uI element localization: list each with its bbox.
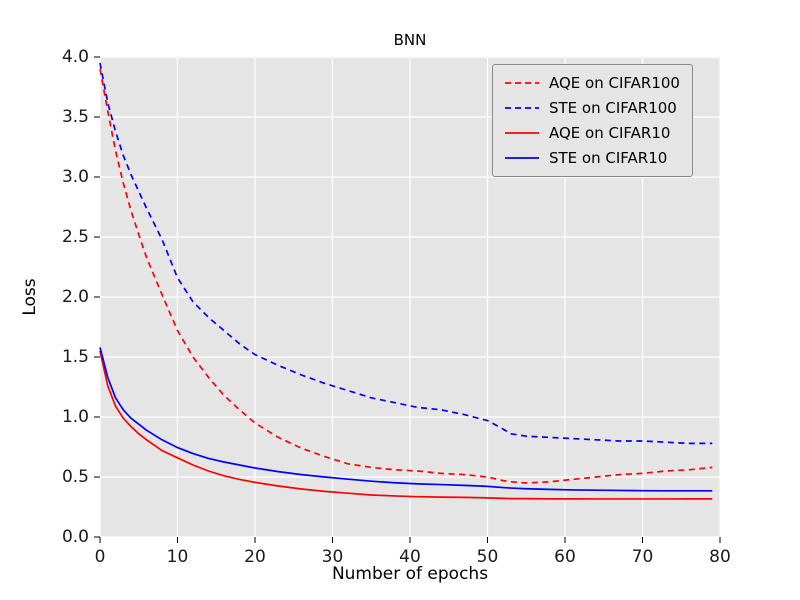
legend-item: STE on CIFAR100 (505, 99, 680, 117)
legend-item: STE on CIFAR10 (505, 149, 680, 167)
svg-text:2.0: 2.0 (62, 287, 89, 307)
svg-text:4.0: 4.0 (62, 47, 89, 67)
svg-text:0.0: 0.0 (62, 527, 89, 547)
svg-text:70: 70 (632, 547, 654, 567)
legend-item: AQE on CIFAR100 (505, 74, 680, 92)
legend-label: AQE on CIFAR100 (549, 74, 680, 92)
legend-line-sample (505, 155, 539, 161)
svg-text:2.5: 2.5 (62, 227, 89, 247)
svg-text:60: 60 (554, 547, 576, 567)
svg-text:40: 40 (399, 547, 421, 567)
legend: AQE on CIFAR100 STE on CIFAR100 AQE on C… (492, 64, 693, 177)
svg-text:10: 10 (167, 547, 189, 567)
legend-line-sample (505, 105, 539, 111)
svg-text:3.0: 3.0 (62, 167, 89, 187)
y-axis-label: Loss (20, 278, 40, 316)
svg-text:80: 80 (709, 547, 731, 567)
chart-title: BNN (393, 31, 427, 49)
legend-line-sample (505, 130, 539, 136)
svg-text:0.5: 0.5 (62, 467, 89, 487)
svg-text:20: 20 (244, 547, 266, 567)
svg-text:1.5: 1.5 (62, 347, 89, 367)
svg-text:0: 0 (95, 547, 106, 567)
svg-text:30: 30 (322, 547, 344, 567)
legend-label: AQE on CIFAR10 (549, 124, 671, 142)
svg-text:50: 50 (477, 547, 499, 567)
x-axis-label: Number of epochs (331, 564, 489, 584)
legend-line-sample (505, 80, 539, 86)
legend-label: STE on CIFAR100 (549, 99, 677, 117)
svg-text:3.5: 3.5 (62, 107, 89, 127)
svg-text:1.0: 1.0 (62, 407, 89, 427)
legend-item: AQE on CIFAR10 (505, 124, 680, 142)
legend-label: STE on CIFAR10 (549, 149, 668, 167)
